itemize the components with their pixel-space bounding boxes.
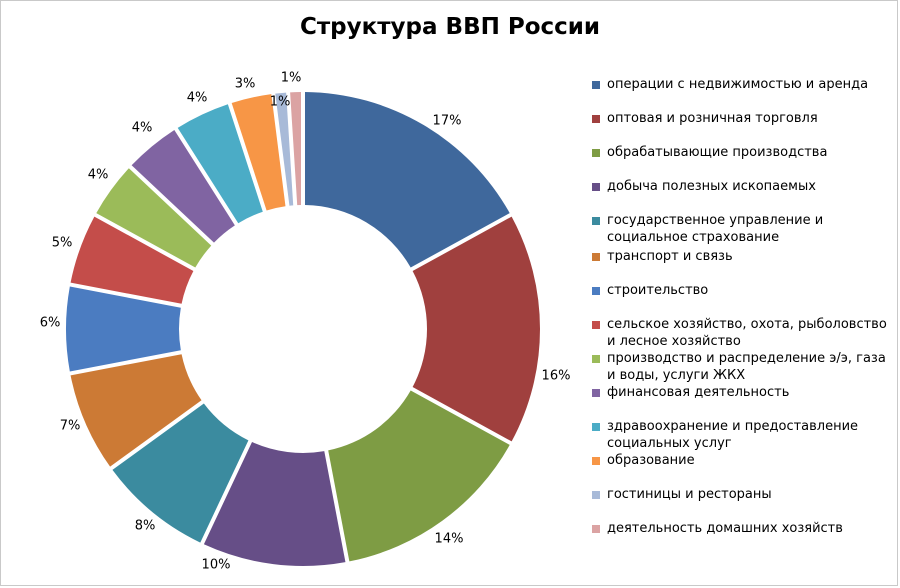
slice-14 — [290, 92, 302, 206]
legend-label: обрабатывающие производства — [607, 145, 828, 160]
legend-swatch — [592, 423, 600, 431]
slice-5 — [112, 403, 249, 543]
legend-label: гостиницы и рестораны — [607, 487, 772, 502]
legend-item-11: здравоохранение и предоставление социаль… — [592, 418, 897, 452]
data-label-12: 3% — [235, 77, 256, 92]
data-label-13: 1% — [270, 95, 291, 110]
slice-12 — [231, 94, 286, 211]
legend-item-4: добыча полезных ископаемых — [592, 178, 897, 195]
legend-item-8: сельское хозяйство, охота, рыболовство и… — [592, 316, 897, 350]
data-label-2: 16% — [542, 369, 571, 384]
slice-3 — [328, 390, 510, 562]
legend-swatch — [592, 321, 600, 329]
data-label-9: 4% — [88, 168, 109, 183]
data-label-3: 14% — [435, 532, 464, 547]
legend-swatch — [592, 525, 600, 533]
data-label-5: 8% — [135, 519, 156, 534]
data-label-6: 7% — [60, 419, 81, 434]
legend-item-1: операции с недвижимостью и аренда — [592, 76, 897, 93]
legend-item-5: государственное управление и социальное … — [592, 212, 897, 246]
legend-item-7: строительство — [592, 282, 897, 299]
data-label-7: 6% — [40, 316, 61, 331]
legend-label: государственное управление и социальное … — [607, 213, 824, 245]
legend-label: здравоохранение и предоставление социаль… — [607, 419, 859, 451]
legend-swatch — [592, 217, 600, 225]
legend-swatch — [592, 389, 600, 397]
legend-swatch — [592, 287, 600, 295]
legend-label: строительство — [607, 283, 709, 298]
legend-label: образование — [607, 453, 695, 468]
slice-7 — [66, 286, 181, 372]
legend-item-13: гостиницы и рестораны — [592, 486, 897, 503]
slice-4 — [203, 442, 346, 566]
legend-item-10: финансовая деятельность — [592, 384, 897, 401]
legend-item-3: обрабатывающие производства — [592, 144, 897, 161]
data-label-14: 1% — [281, 71, 302, 86]
legend-swatch — [592, 253, 600, 261]
slice-8 — [70, 216, 194, 304]
legend-label: сельское хозяйство, охота, рыболовство и… — [607, 317, 887, 349]
data-label-11: 4% — [187, 91, 208, 106]
chart-title: Структура ВВП России — [299, 14, 601, 40]
legend-label: деятельность домашних хозяйств — [607, 521, 843, 536]
data-label-10: 4% — [132, 121, 153, 136]
legend-item-9: производство и распределение э/э, газа и… — [592, 350, 897, 384]
legend-swatch — [592, 355, 600, 363]
legend-item-2: оптовая и розничная торговля — [592, 110, 897, 127]
legend-swatch — [592, 457, 600, 465]
legend-label: транспорт и связь — [607, 249, 733, 264]
legend-item-6: транспорт и связь — [592, 248, 897, 265]
legend-swatch — [592, 115, 600, 123]
legend-label: производство и распределение э/э, газа и… — [607, 351, 886, 383]
data-label-1: 17% — [433, 114, 462, 129]
legend-swatch — [592, 149, 600, 157]
legend-item-14: деятельность домашних хозяйств — [592, 520, 897, 537]
legend-swatch — [592, 183, 600, 191]
slice-11 — [177, 104, 263, 224]
legend-label: оптовая и розничная торговля — [607, 111, 818, 126]
slice-10 — [131, 129, 235, 243]
legend-label: финансовая деятельность — [607, 385, 790, 400]
legend-item-12: образование — [592, 452, 897, 469]
slice-1 — [304, 92, 510, 268]
data-label-8: 5% — [52, 236, 73, 251]
legend-label: операции с недвижимостью и аренда — [607, 77, 869, 92]
legend-label: добыча полезных ископаемых — [607, 179, 816, 194]
slice-2 — [412, 216, 540, 442]
data-label-4: 10% — [202, 558, 231, 573]
slice-13 — [275, 92, 294, 206]
legend-swatch — [592, 81, 600, 89]
slice-6 — [70, 354, 202, 467]
legend-swatch — [592, 491, 600, 499]
slice-9 — [96, 168, 212, 268]
